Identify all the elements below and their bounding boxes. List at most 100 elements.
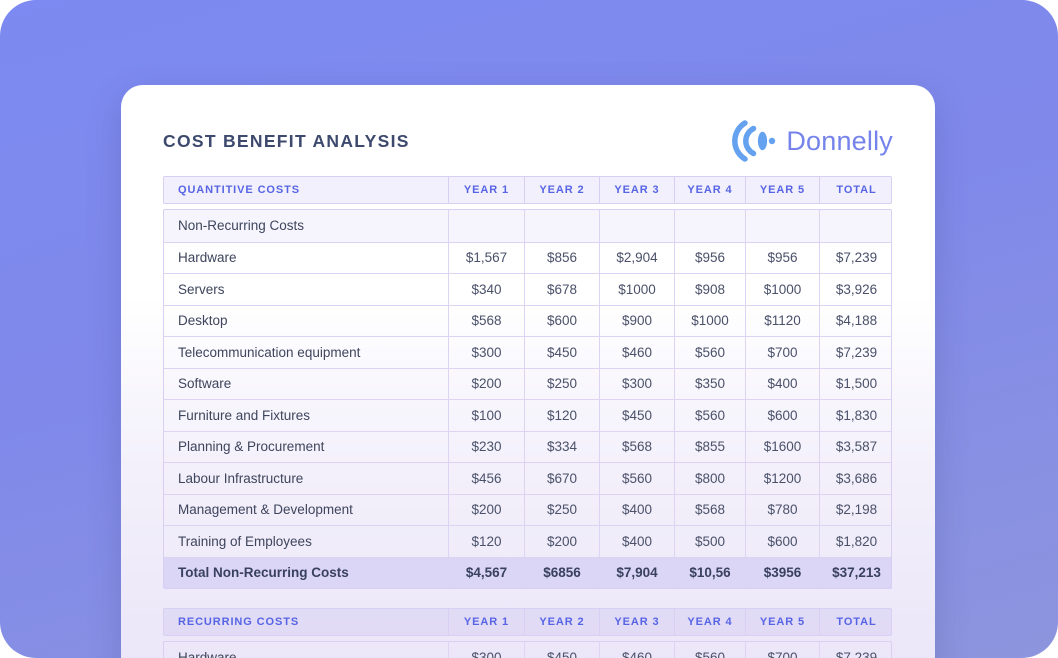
cell-year1: $300 — [448, 337, 524, 368]
cell-year1: $120 — [448, 526, 524, 557]
cell-year1: $340 — [448, 274, 524, 305]
cell-year1: $230 — [448, 431, 524, 462]
card-header: COST BENEFIT ANALYSIS Donnelly — [163, 118, 893, 164]
table-row: Total Non-Recurring Costs $4,567 $6856 $… — [164, 556, 891, 588]
cell-year4: $568 — [674, 494, 745, 525]
cell-year3: $7,904 — [599, 557, 674, 588]
cell-year3: $450 — [599, 400, 674, 431]
row-label: Planning & Procurement — [178, 439, 325, 455]
cell-year5: $780 — [745, 494, 819, 525]
recurring-costs-table: RECURRING COSTS YEAR 1 YEAR 2 YEAR 3 YEA… — [163, 608, 892, 658]
cell-year2: $856 — [524, 242, 599, 273]
column-header-year5: YEAR 5 — [745, 177, 819, 203]
row-label: Servers — [178, 281, 225, 297]
table-row: Labour Infrastructure $456 $670 $560 $80… — [164, 462, 891, 494]
cell-year3: $1000 — [599, 274, 674, 305]
cell-year4: $956 — [674, 242, 745, 273]
cell-year5: $700 — [745, 642, 819, 658]
cell-year5: $1120 — [745, 305, 819, 336]
column-header-year3: YEAR 3 — [599, 177, 674, 203]
row-label: Total Non-Recurring Costs — [178, 565, 349, 581]
cell-year4: $560 — [674, 337, 745, 368]
column-header-recurring-costs: RECURRING COSTS — [178, 616, 300, 628]
row-label: Training of Employees — [178, 533, 312, 549]
column-header-year3: YEAR 3 — [599, 609, 674, 635]
cell-total: $1,830 — [819, 400, 893, 431]
table-row: Non-Recurring Costs — [164, 210, 891, 242]
page-title: COST BENEFIT ANALYSIS — [163, 130, 410, 151]
row-label: Furniture and Fixtures — [178, 407, 311, 423]
table-header-row: RECURRING COSTS YEAR 1 YEAR 2 YEAR 3 YEA… — [163, 608, 892, 636]
cell-total: $7,239 — [819, 337, 893, 368]
cell-year4: $560 — [674, 642, 745, 658]
cell-year4: $500 — [674, 526, 745, 557]
column-header-year5: YEAR 5 — [745, 609, 819, 635]
cell-year5: $3956 — [745, 557, 819, 588]
cell-year2: $250 — [524, 368, 599, 399]
cell-year2: $6856 — [524, 557, 599, 588]
cell-year3: $568 — [599, 431, 674, 462]
cell-year5: $600 — [745, 526, 819, 557]
column-header-year2: YEAR 2 — [524, 177, 599, 203]
row-label: Labour Infrastructure — [178, 470, 304, 486]
row-label: Hardware — [178, 250, 237, 266]
cell-total: $1,500 — [819, 368, 893, 399]
cell-total: $3,926 — [819, 274, 893, 305]
cell-year4: $908 — [674, 274, 745, 305]
column-header-year4: YEAR 4 — [674, 609, 745, 635]
cell-year2: $670 — [524, 463, 599, 494]
table-body: Hardware $300 $450 $460 $560 $700 $7,239 — [163, 641, 892, 658]
table-row: Training of Employees $120 $200 $400 $50… — [164, 525, 891, 557]
cell-year3: $400 — [599, 494, 674, 525]
cell-year1: $200 — [448, 368, 524, 399]
cell-year1: $200 — [448, 494, 524, 525]
cell-year3: $900 — [599, 305, 674, 336]
table-body: Non-Recurring Costs Hardware $1,567 $856… — [163, 209, 892, 589]
table-row: Hardware $300 $450 $460 $560 $700 $7,239 — [164, 642, 891, 658]
row-label: Telecommunication equipment — [178, 344, 361, 360]
cell-year4: $350 — [674, 368, 745, 399]
cell-total: $3,587 — [819, 431, 893, 462]
cell-year2: $678 — [524, 274, 599, 305]
cell-year3: $560 — [599, 463, 674, 494]
table-row: Servers $340 $678 $1000 $908 $1000 $3,92… — [164, 273, 891, 305]
column-header-total: TOTAL — [819, 609, 893, 635]
column-header-total: TOTAL — [819, 177, 893, 203]
row-label: Management & Development — [178, 502, 353, 518]
cell-year5: $600 — [745, 400, 819, 431]
table-row: Hardware $1,567 $856 $2,904 $956 $956 $7… — [164, 241, 891, 273]
cell-year3: $400 — [599, 526, 674, 557]
cell-year1: $456 — [448, 463, 524, 494]
table-row: Telecommunication equipment $300 $450 $4… — [164, 336, 891, 368]
column-header-year1: YEAR 1 — [448, 609, 524, 635]
cell-year5: $1000 — [745, 274, 819, 305]
cell-year4: $1000 — [674, 305, 745, 336]
cell-year4: $560 — [674, 400, 745, 431]
cell-year1: $100 — [448, 400, 524, 431]
cell-year4: $855 — [674, 431, 745, 462]
cell-year5 — [745, 210, 819, 242]
cell-total: $2,198 — [819, 494, 893, 525]
table-row: Desktop $568 $600 $900 $1000 $1120 $4,18… — [164, 304, 891, 336]
cell-year2: $450 — [524, 642, 599, 658]
table-row: Planning & Procurement $230 $334 $568 $8… — [164, 430, 893, 462]
cell-year2: $334 — [524, 431, 599, 462]
row-label: Hardware — [178, 650, 237, 658]
cell-year4: $800 — [674, 463, 745, 494]
cell-year5: $700 — [745, 337, 819, 368]
column-header-year4: YEAR 4 — [674, 177, 745, 203]
cell-year1: $4,567 — [448, 557, 524, 588]
table-row: Furniture and Fixtures $100 $120 $450 $5… — [164, 399, 891, 431]
row-label: Desktop — [178, 313, 228, 329]
cell-year1: $568 — [448, 305, 524, 336]
cell-year1: $300 — [448, 642, 524, 658]
column-header-year2: YEAR 2 — [524, 609, 599, 635]
row-label: Software — [178, 376, 232, 392]
table-header-row: QUANTITIVE COSTS YEAR 1 YEAR 2 YEAR 3 YE… — [163, 176, 892, 204]
ripple-arcs-icon — [731, 119, 777, 163]
cell-year1 — [448, 210, 524, 242]
cell-year2: $450 — [524, 337, 599, 368]
cell-year3: $460 — [599, 337, 674, 368]
cell-year3: $2,904 — [599, 242, 674, 273]
